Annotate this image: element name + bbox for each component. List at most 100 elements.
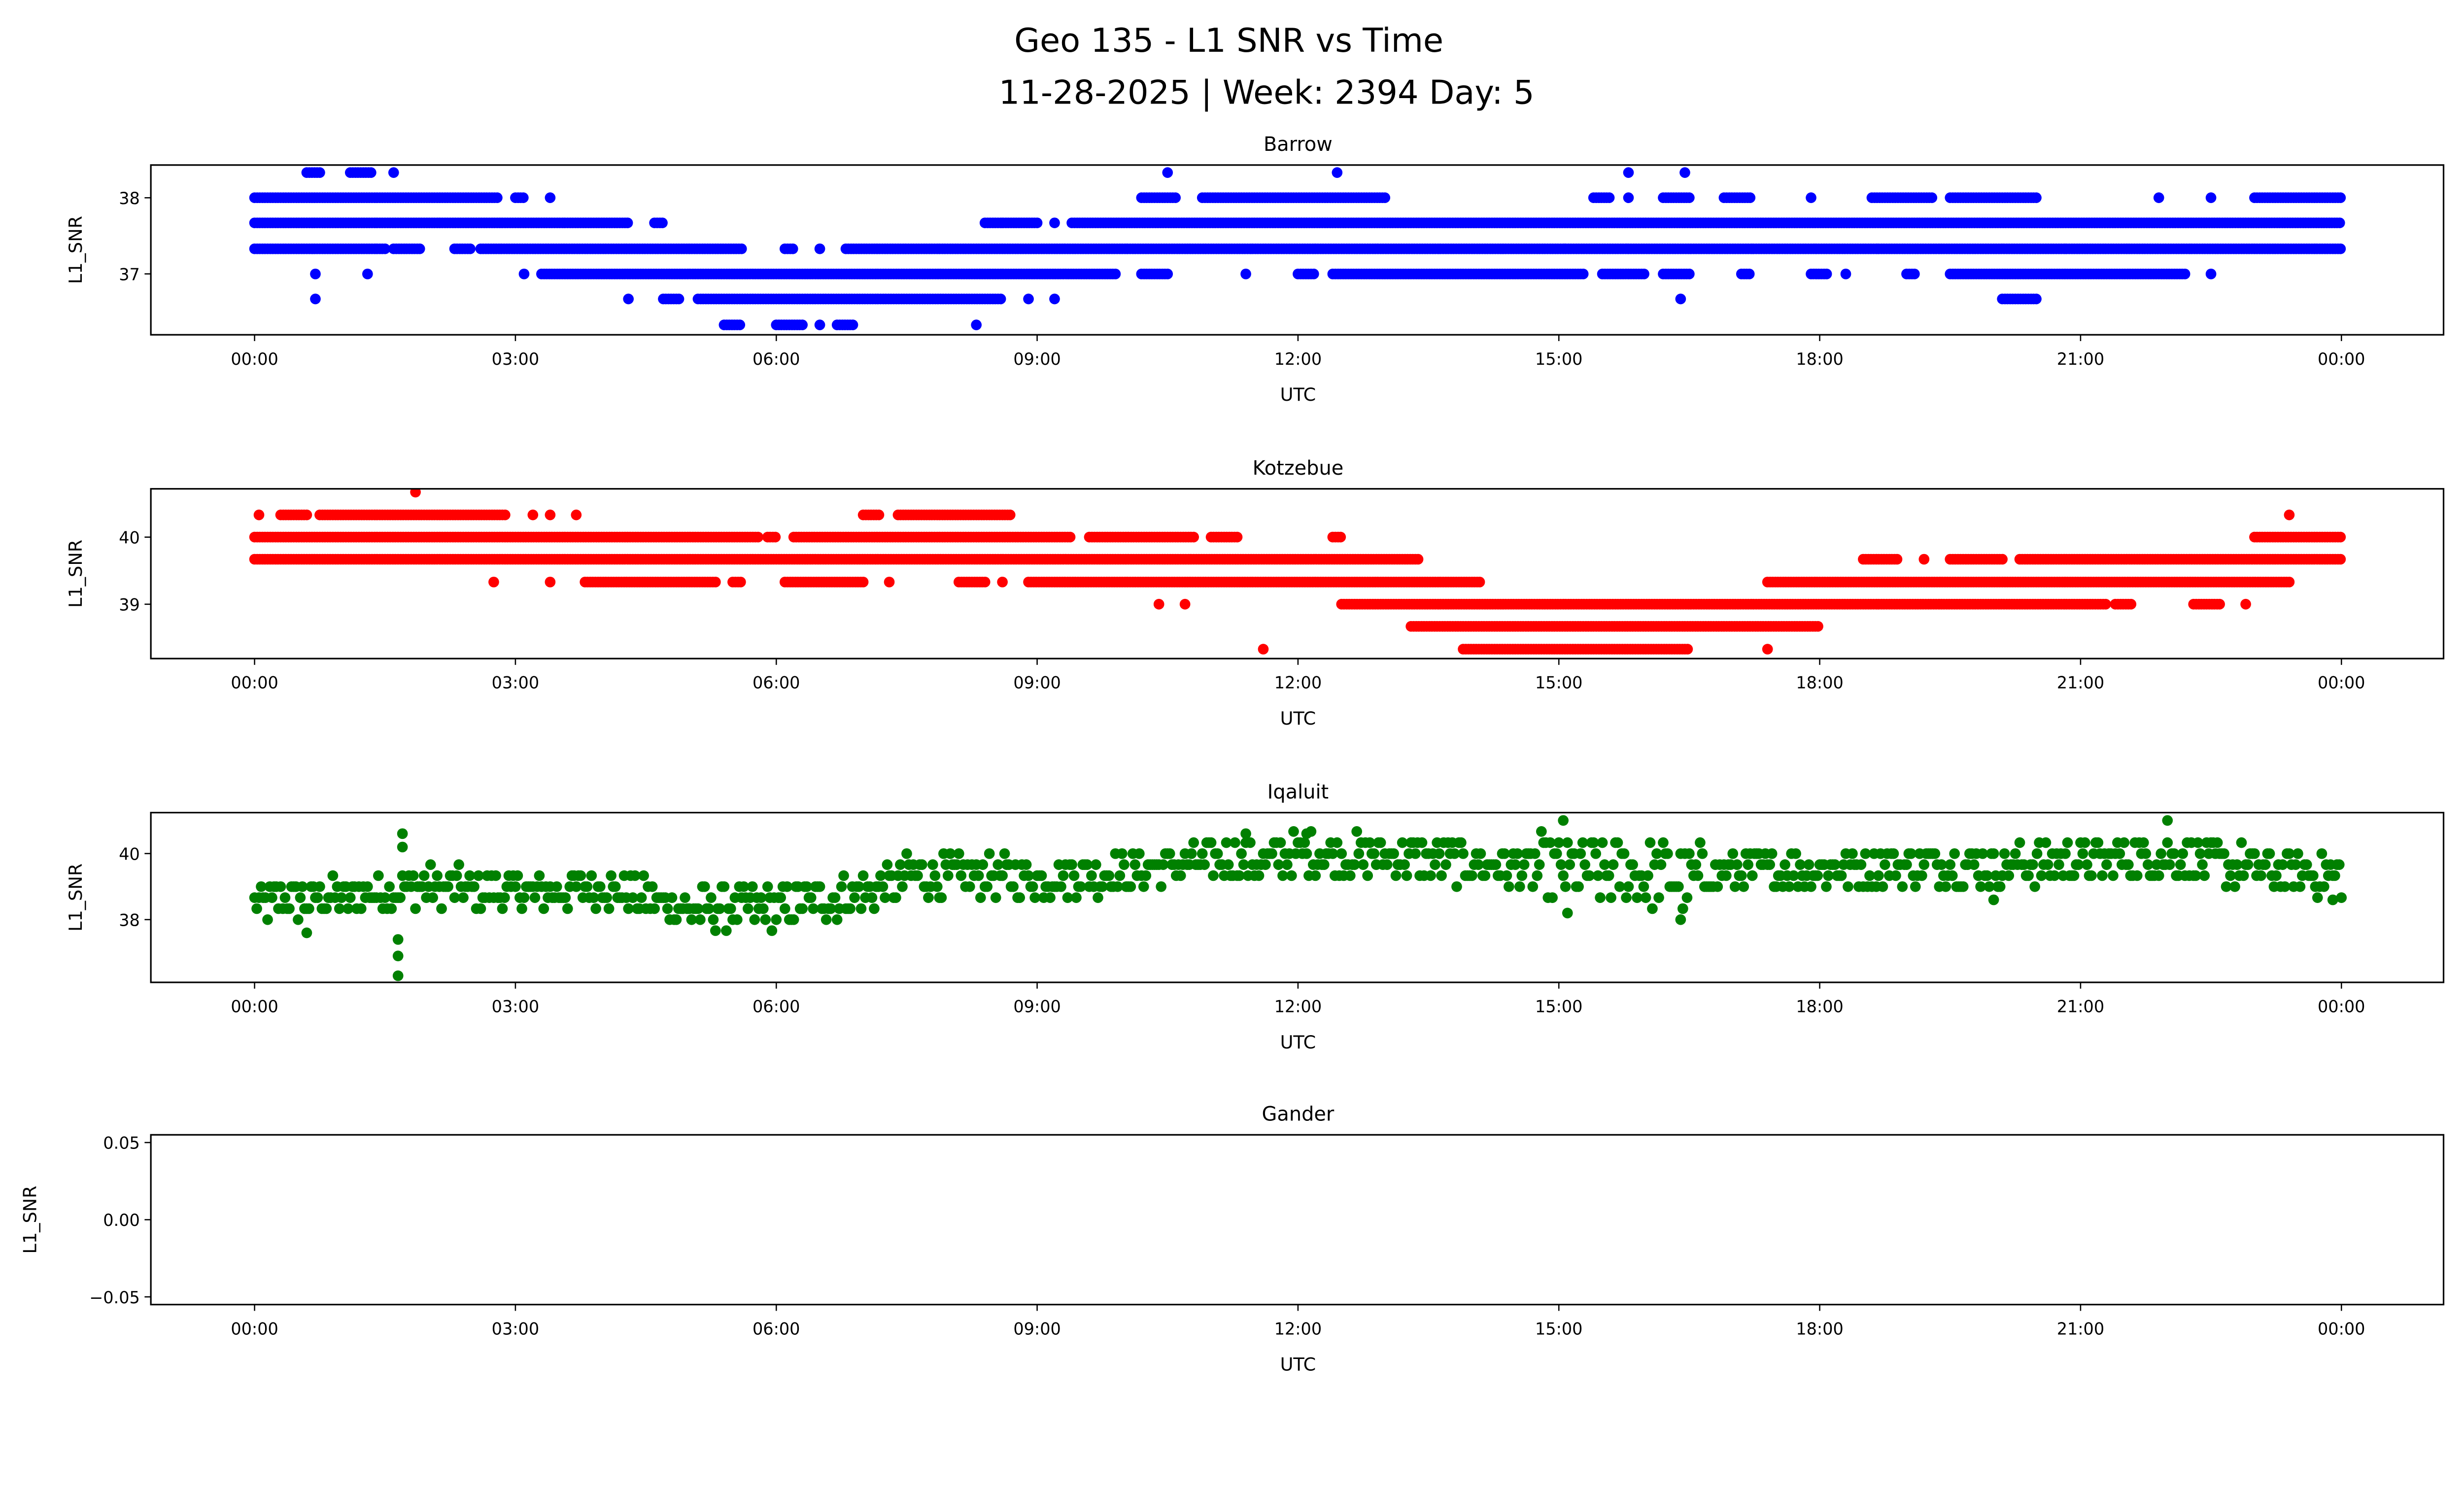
- data-point: [492, 192, 503, 203]
- data-point: [710, 925, 721, 936]
- data-point: [1110, 268, 1121, 279]
- data-point: [256, 881, 267, 892]
- data-point: [671, 914, 682, 925]
- data-point: [680, 892, 690, 903]
- data-point: [1036, 870, 1047, 881]
- data-point: [379, 243, 391, 254]
- data-point: [1474, 576, 1485, 588]
- data-point: [458, 892, 469, 903]
- data-point: [379, 892, 391, 903]
- data-point: [1064, 531, 1076, 543]
- data-point: [1031, 217, 1043, 229]
- data-point: [847, 319, 858, 330]
- x-tick-label: 18:00: [1796, 673, 1843, 693]
- data-point: [699, 881, 710, 892]
- data-point: [1821, 268, 1832, 279]
- data-point: [1021, 859, 1032, 870]
- data-point: [1308, 268, 1319, 279]
- data-point: [788, 914, 799, 925]
- data-point: [971, 319, 982, 330]
- data-point: [736, 243, 747, 254]
- data-point: [719, 881, 730, 892]
- data-point: [917, 859, 927, 870]
- data-point: [797, 903, 808, 914]
- figure: Geo 135 - L1 SNR vs Time 11-28-2025 | We…: [19, 21, 2445, 1375]
- data-point: [880, 892, 890, 903]
- data-point: [262, 914, 273, 925]
- x-tick-label: 00:00: [2318, 673, 2365, 693]
- data-point: [897, 881, 908, 892]
- data-point: [2284, 509, 2295, 521]
- data-point: [836, 881, 847, 892]
- data-point: [582, 881, 593, 892]
- data-point: [395, 892, 406, 903]
- data-point: [1335, 531, 1346, 543]
- data-point: [2031, 192, 2042, 203]
- data-point: [1684, 192, 1695, 203]
- data-point: [997, 870, 1008, 881]
- data-point: [1675, 293, 1686, 305]
- data-point: [814, 243, 825, 254]
- data-point: [927, 859, 938, 870]
- y-tick-label: 39: [119, 595, 140, 615]
- subplots: 00:00 03:00 06:00 09:00 12:00 15:00 18:00 21:00…: [19, 133, 2445, 1375]
- data-point: [2335, 243, 2346, 254]
- data-point: [373, 870, 384, 881]
- data-point: [571, 509, 582, 521]
- data-point: [662, 903, 673, 914]
- data-point: [284, 903, 295, 914]
- data-points: [249, 488, 2346, 655]
- data-point: [518, 268, 530, 279]
- data-point: [771, 914, 782, 925]
- data-point: [497, 903, 508, 914]
- data-point: [2335, 192, 2346, 203]
- data-point: [275, 881, 286, 892]
- data-point: [1909, 268, 1920, 279]
- data-point: [838, 870, 849, 881]
- data-point: [1014, 892, 1026, 903]
- x-tick-label: 12:00: [1274, 673, 1322, 693]
- data-point: [629, 870, 641, 881]
- data-point: [760, 914, 771, 925]
- data-point: [1379, 192, 1391, 203]
- data-point: [2153, 192, 2164, 203]
- data-point: [923, 892, 934, 903]
- data-point: [516, 903, 527, 914]
- data-point: [686, 914, 697, 925]
- data-point: [366, 167, 376, 178]
- data-point: [721, 925, 732, 936]
- x-tick-label: 03:00: [492, 673, 539, 693]
- x-tick-label: 12:00: [1274, 349, 1322, 369]
- data-point: [500, 509, 511, 521]
- data-point: [603, 903, 615, 914]
- subplot-title: Barrow: [1264, 133, 1333, 156]
- data-point: [314, 881, 325, 892]
- data-point: [657, 217, 668, 229]
- data-point: [2179, 268, 2190, 279]
- data-point: [734, 319, 746, 330]
- data-point: [743, 903, 753, 914]
- data-point: [362, 268, 373, 279]
- data-point: [873, 509, 885, 521]
- data-points: [249, 815, 2347, 981]
- data-point: [545, 509, 556, 521]
- data-point: [1806, 192, 1816, 203]
- data-point: [529, 892, 541, 903]
- data-point: [2100, 598, 2111, 610]
- data-point: [464, 870, 475, 881]
- data-point: [1682, 644, 1693, 655]
- data-point: [410, 903, 421, 914]
- data-point: [738, 881, 750, 892]
- data-point: [990, 892, 1001, 903]
- data-point: [931, 881, 943, 892]
- data-point: [545, 576, 556, 588]
- data-point: [488, 576, 499, 588]
- x-tick-label: 18:00: [1796, 349, 1843, 369]
- data-point: [1744, 268, 1755, 279]
- data-point: [845, 903, 856, 914]
- data-point: [588, 892, 599, 903]
- data-point: [304, 903, 314, 914]
- data-point: [708, 914, 719, 925]
- data-point: [336, 892, 347, 903]
- subplot-iqaluit: 00:00 03:00 06:00 09:00 12:00 15:00 18:00 21:00…: [65, 781, 2445, 1053]
